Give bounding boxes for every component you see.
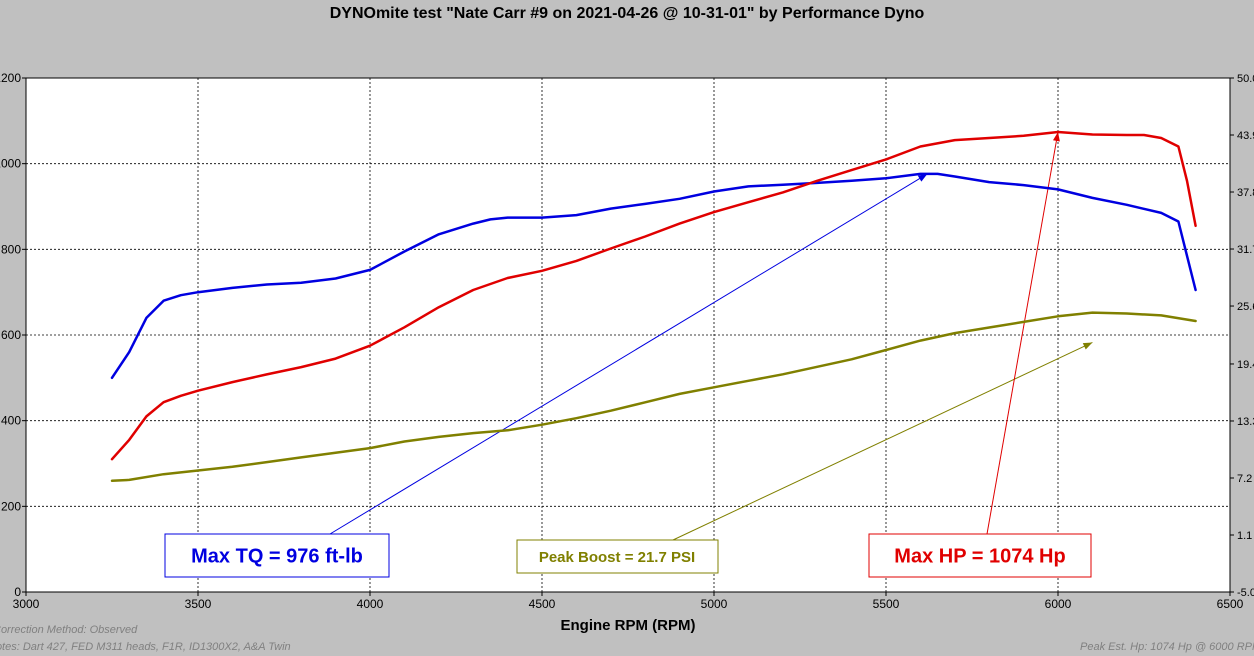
series-line-2 <box>110 130 1197 461</box>
x-tick-label: 4500 <box>529 597 556 611</box>
y-right-tick-label: 25.6 <box>1237 301 1254 313</box>
x-tick-label: 5000 <box>701 597 728 611</box>
y-left-tick-label: 600 <box>1 328 21 342</box>
callout-arrowhead <box>1082 342 1093 350</box>
x-tick-label: 6000 <box>1045 597 1072 611</box>
callout-label: Peak Boost = 21.7 PSI <box>539 549 695 566</box>
y-right-tick-label: 43.9 <box>1237 130 1254 142</box>
callout-arrowhead <box>1052 131 1060 142</box>
callout-label: Max TQ = 976 ft-lb <box>191 546 363 568</box>
axis-ticks: 3000 3500 4000 4500 5000 5500 6000 6500 0 200 400 6… <box>0 71 1254 611</box>
callout-label: Max HP = 1074 Hp <box>894 546 1065 568</box>
callout-arrowhead <box>917 173 928 182</box>
gridlines <box>26 78 1230 592</box>
y-left-tick-label: 0 <box>14 585 21 599</box>
footnote-peak-hp: Peak Est. Hp: 1074 Hp @ 6000 RPM <box>1080 641 1254 653</box>
y-right-tick-label: -5.0 <box>1237 587 1254 599</box>
callouts: Max TQ = 976 ft-lb Peak Boost = 21.7 PSI M… <box>164 533 1092 578</box>
chart-title: DYNOmite test "Nate Carr #9 on 2021-04-2… <box>330 5 925 22</box>
callout-leaders <box>329 131 1093 541</box>
y-right-tick-label: 13.3 <box>1237 416 1254 428</box>
series-line-1 <box>110 172 1197 380</box>
y-right-tick-label: 7.2 <box>1237 473 1252 485</box>
y-left-tick-label: 400 <box>1 414 21 428</box>
y-right-tick-label: 37.8 <box>1237 187 1254 199</box>
callout-leader-line <box>986 131 1059 535</box>
y-left-tick-label: 200 <box>1 499 21 513</box>
x-axis-label: Engine RPM (RPM) <box>561 617 696 634</box>
callout-box <box>164 533 390 578</box>
x-tick-label: 6500 <box>1217 597 1244 611</box>
y-right-tick-label: 19.4 <box>1237 359 1254 371</box>
x-tick-label: 4000 <box>357 597 384 611</box>
callout-leader-line <box>672 342 1093 541</box>
y-left-tick-label: 1000 <box>0 157 21 171</box>
footnote-notes: Notes: Dart 427, FED M311 heads, F1R, ID… <box>0 641 291 653</box>
callout-box <box>868 533 1092 578</box>
callout-box <box>516 539 719 574</box>
x-tick-label: 5500 <box>873 597 900 611</box>
x-tick-label: 3500 <box>185 597 212 611</box>
series-lines <box>110 130 1197 483</box>
y-left-tick-label: 800 <box>1 242 21 256</box>
y-right-tick-label: 1.1 <box>1237 530 1252 542</box>
x-tick-label: 3000 <box>13 597 40 611</box>
y-left-tick-label: 1200 <box>0 71 21 85</box>
y-right-tick-label: 50.0 <box>1237 73 1254 85</box>
footnote-correction: Correction Method: Observed <box>0 624 138 636</box>
callout-leader-line <box>329 173 928 535</box>
y-right-tick-label: 31.7 <box>1237 244 1254 256</box>
series-line-3 <box>110 311 1197 483</box>
